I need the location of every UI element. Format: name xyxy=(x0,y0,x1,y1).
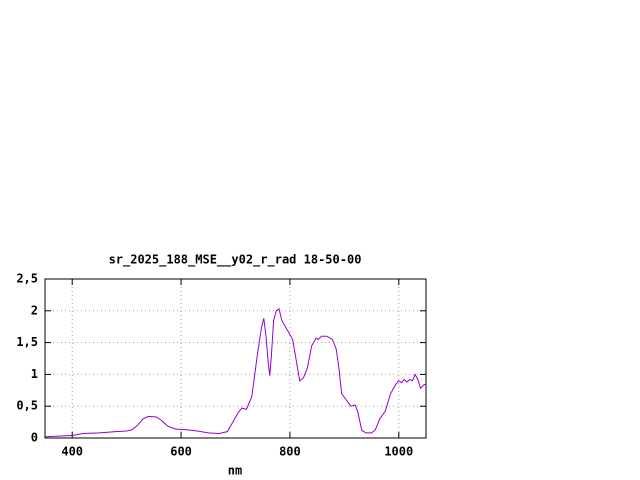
x-tick-label: 800 xyxy=(279,445,301,459)
y-tick-label: 2,5 xyxy=(16,272,38,286)
y-tick-label: 1,5 xyxy=(16,335,38,349)
data-line xyxy=(44,308,427,438)
x-tick-label: 1000 xyxy=(384,445,413,459)
x-tick-label: 600 xyxy=(170,445,192,459)
y-tick-label: 0,5 xyxy=(16,399,38,413)
x-tick-label: 400 xyxy=(61,445,83,459)
y-tick-label: 1 xyxy=(31,367,38,381)
y-tick-label: 0 xyxy=(31,431,38,445)
plot-frame xyxy=(44,278,427,439)
x-axis-label: nm xyxy=(228,464,242,478)
chart-title: sr_2025_188_MSE__y02_r_rad 18-50-00 xyxy=(109,253,362,268)
y-tick-label: 2 xyxy=(31,303,38,317)
